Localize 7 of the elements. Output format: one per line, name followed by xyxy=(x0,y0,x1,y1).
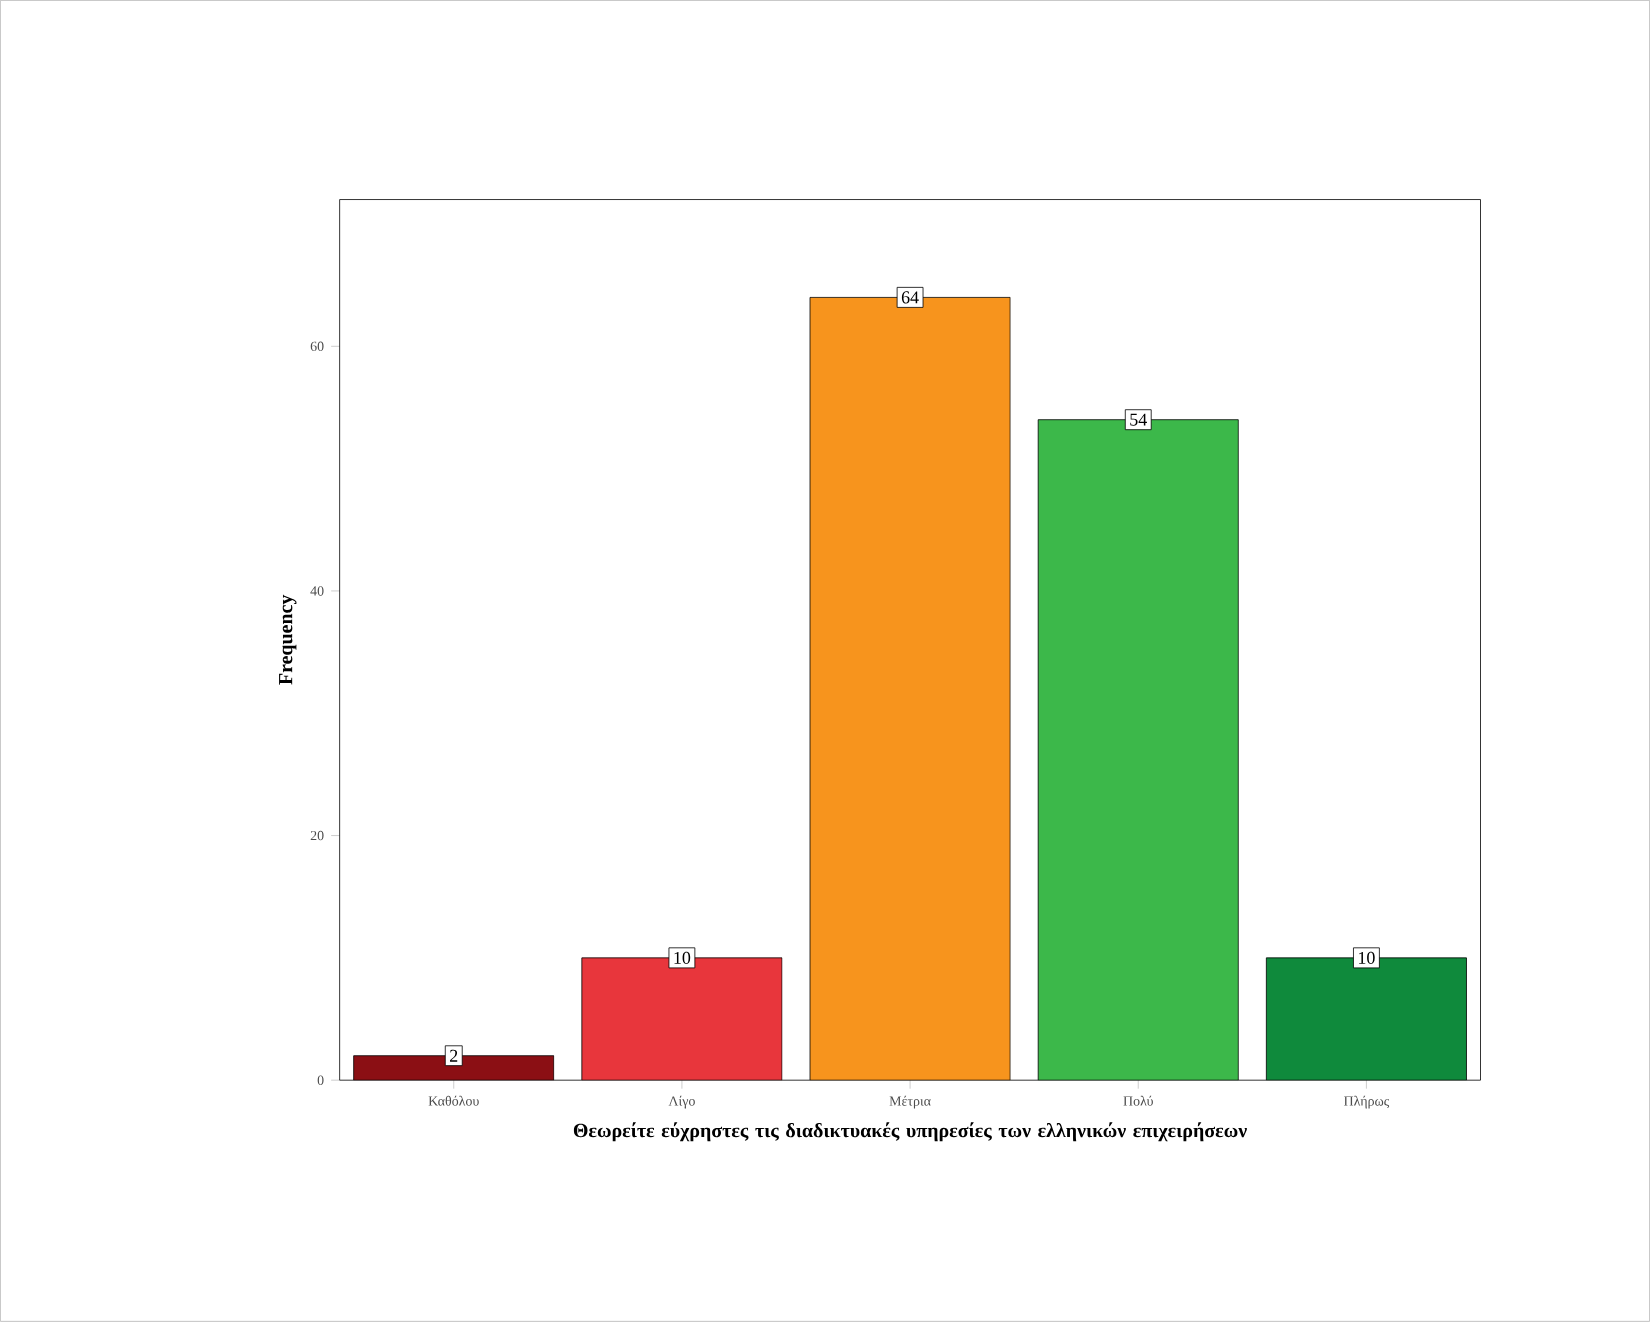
data-label: 10 xyxy=(1359,951,1375,965)
x-axis-title: Θεωρείτε εύχρηστες τις διαδικτυακές υπηρεσίες των ελληνικών επιχειρήσεων xyxy=(573,1122,1247,1142)
data-label: 10 xyxy=(674,951,691,965)
y-axis-title: Frequency xyxy=(279,594,297,685)
data-label: 54 xyxy=(1130,413,1147,426)
data-label: 64 xyxy=(901,291,919,304)
data-label: 2 xyxy=(450,1049,458,1062)
